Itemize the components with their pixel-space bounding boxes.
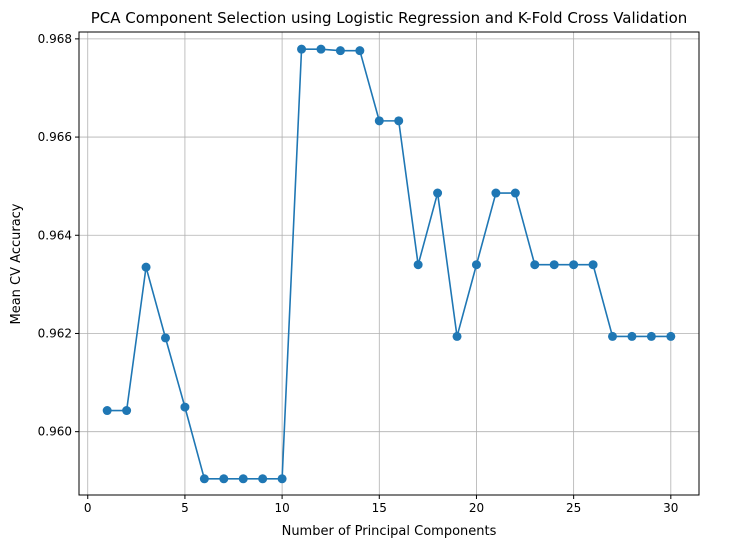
data-point	[588, 260, 598, 270]
data-point	[471, 260, 481, 270]
data-point	[394, 116, 404, 126]
data-point	[491, 188, 501, 198]
data-point	[452, 331, 462, 341]
data-point	[355, 46, 365, 56]
axis-ticks: 0 5 10 15 20 25 30 0.960 0.962 0.964 0.966 0.968	[38, 32, 679, 515]
chart-title: PCA Component Selection using Logistic R…	[91, 9, 688, 27]
x-tick-label: 30	[663, 501, 678, 515]
data-point	[316, 44, 326, 54]
data-point	[238, 474, 248, 484]
data-point	[413, 260, 423, 270]
data-point	[219, 474, 229, 484]
x-tick-label: 15	[372, 501, 387, 515]
y-axis-label: Mean CV Accuracy	[9, 203, 24, 324]
x-axis-label: Number of Principal Components	[282, 524, 497, 539]
data-point	[258, 474, 268, 484]
data-point	[160, 333, 170, 343]
y-tick-label: 0.966	[38, 130, 72, 144]
x-tick-label: 25	[566, 501, 581, 515]
data-point	[374, 116, 384, 126]
x-tick-label: 20	[469, 501, 484, 515]
y-tick-label: 0.962	[38, 326, 72, 340]
y-tick-label: 0.960	[38, 425, 72, 439]
data-point	[433, 188, 443, 198]
y-tick-label: 0.968	[38, 32, 72, 46]
series-layer	[102, 44, 676, 484]
x-tick-label: 5	[181, 501, 189, 515]
data-point	[608, 331, 618, 341]
x-tick-label: 0	[84, 501, 92, 515]
data-point	[297, 44, 307, 54]
data-point	[180, 402, 190, 412]
data-point	[277, 474, 287, 484]
data-point	[335, 46, 345, 56]
data-point	[530, 260, 540, 270]
data-point	[122, 406, 132, 416]
data-point	[646, 331, 656, 341]
data-point	[627, 331, 637, 341]
data-point	[569, 260, 579, 270]
data-point	[666, 331, 676, 341]
data-point	[510, 188, 520, 198]
y-tick-label: 0.964	[38, 228, 72, 242]
data-point	[549, 260, 559, 270]
x-tick-label: 10	[274, 501, 289, 515]
data-point	[141, 262, 151, 272]
plot-frame	[78, 31, 700, 496]
data-point	[102, 406, 112, 416]
data-point	[199, 474, 209, 484]
